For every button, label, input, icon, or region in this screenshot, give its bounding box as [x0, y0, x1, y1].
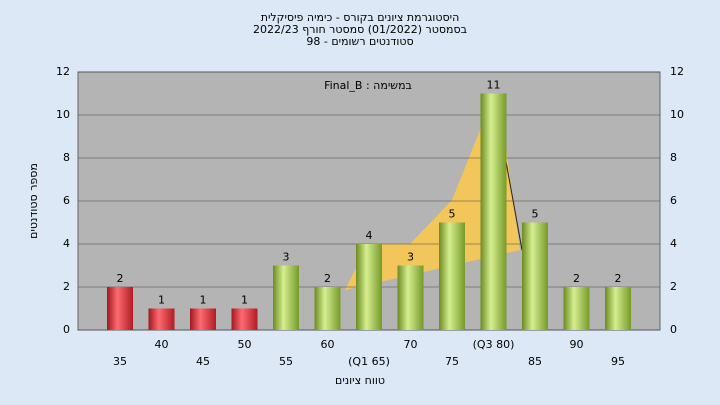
bar	[190, 308, 216, 330]
x-tick-label: (Q3 80)	[473, 338, 515, 351]
value-label: 3	[407, 251, 414, 264]
y-tick-label: 8	[63, 151, 70, 164]
bar	[439, 222, 465, 330]
bar	[480, 93, 507, 330]
y-tick-label: 12	[56, 65, 70, 78]
y-tick-label: 8	[670, 151, 677, 164]
x-tick-label: 55	[279, 355, 293, 368]
y-tick-label: 10	[56, 108, 70, 121]
value-label: 11	[487, 79, 501, 92]
y-tick-label: 4	[670, 237, 677, 250]
value-label: 2	[324, 272, 331, 285]
value-label: 5	[532, 208, 539, 221]
x-axis-label: טווח ציונים	[335, 374, 385, 387]
value-label: 2	[615, 272, 622, 285]
bar	[273, 265, 299, 330]
x-tick-label: 60	[321, 338, 335, 351]
value-label: 2	[573, 272, 580, 285]
chart-title: היסטוגרמת ציונים בקורס - כימיה פיסיקלית	[261, 11, 460, 24]
value-label: 4	[366, 229, 373, 242]
bar	[563, 287, 590, 330]
y-tick-label: 12	[670, 65, 684, 78]
value-label: 1	[158, 294, 165, 307]
y-tick-label: 6	[63, 194, 70, 207]
y-tick-label: 0	[63, 323, 70, 336]
y-tick-label: 2	[670, 280, 677, 293]
x-tick-label: 35	[113, 355, 127, 368]
x-tick-label: 95	[611, 355, 625, 368]
y-tick-label: 4	[63, 237, 70, 250]
x-tick-label: 50	[238, 338, 252, 351]
x-tick-label: (Q1 65)	[348, 355, 390, 368]
y-axis-label: מספר סטודנטים	[27, 163, 40, 239]
y-tick-label: 10	[670, 108, 684, 121]
y-tick-label: 0	[670, 323, 677, 336]
value-label: 3	[283, 251, 290, 264]
y-tick-label: 2	[63, 280, 70, 293]
x-tick-label: 75	[445, 355, 459, 368]
x-tick-label: 40	[155, 338, 169, 351]
bar	[356, 244, 382, 330]
bar	[314, 287, 341, 330]
x-tick-label: 85	[528, 355, 542, 368]
bar	[107, 287, 133, 330]
bar	[605, 287, 631, 330]
value-label: 1	[200, 294, 207, 307]
bar	[522, 222, 548, 330]
value-label: 2	[117, 272, 124, 285]
bar	[231, 308, 258, 330]
value-label: 1	[241, 294, 248, 307]
y-tick-label: 6	[670, 194, 677, 207]
x-tick-label: 45	[196, 355, 210, 368]
annotation: Final_B : במשימה	[324, 79, 412, 92]
bar	[148, 308, 175, 330]
bar	[397, 265, 424, 330]
quartile-area	[345, 95, 520, 290]
x-tick-label: 90	[570, 338, 584, 351]
value-label: 5	[449, 208, 456, 221]
chart-subtitle: סטודנטים רשומים - 98	[306, 35, 413, 48]
chart-subtitle: בסמסטר (01/2022) סמסטר חורף 2022/23	[253, 23, 467, 36]
x-tick-label: 70	[404, 338, 418, 351]
